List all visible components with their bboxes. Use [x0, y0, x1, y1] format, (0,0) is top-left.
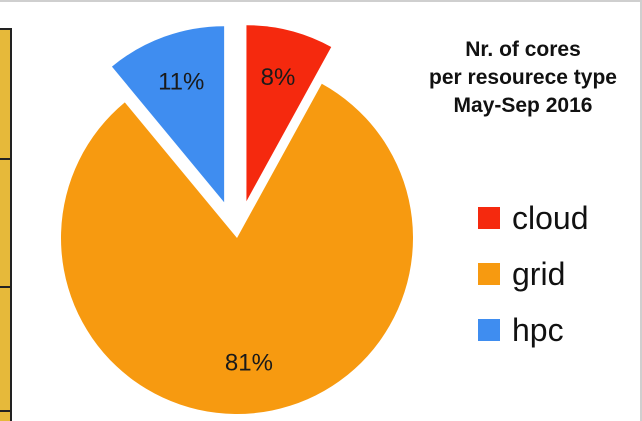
- left-strip-cap: [0, 28, 12, 31]
- legend-label-hpc: hpc: [512, 311, 564, 348]
- frame-top-border: [0, 0, 642, 2]
- left-strip-tick: [0, 158, 12, 160]
- left-strip-tick: [0, 410, 12, 412]
- pie-label-grid: 81%: [225, 350, 273, 377]
- chart-legend: cloud grid hpc: [478, 190, 589, 358]
- legend-swatch-hpc: [478, 319, 500, 341]
- chart-title-line-1: Nr. of cores: [465, 38, 581, 61]
- legend-swatch-cloud: [478, 207, 500, 229]
- left-strip: [0, 30, 12, 421]
- pie-slice-grid: [61, 83, 414, 415]
- pie-slice-hpc: [111, 26, 225, 203]
- chart-title: Nr. of cores per resourece type May-Sep …: [408, 36, 638, 120]
- pie-label-cloud: 8%: [261, 64, 296, 91]
- legend-item-grid: grid: [478, 246, 589, 302]
- pie-label-hpc: 11%: [158, 68, 204, 95]
- pie-slice-cloud: [246, 25, 332, 202]
- chart-title-line-3: May-Sep 2016: [453, 94, 593, 117]
- frame-right-border: [640, 0, 642, 421]
- legend-item-cloud: cloud: [478, 190, 589, 246]
- legend-item-hpc: hpc: [478, 302, 589, 358]
- legend-label-grid: grid: [512, 255, 566, 292]
- legend-label-cloud: cloud: [512, 199, 589, 236]
- left-strip-tick: [0, 286, 12, 288]
- legend-swatch-grid: [478, 263, 500, 285]
- chart-title-line-2: per resourece type: [429, 66, 617, 89]
